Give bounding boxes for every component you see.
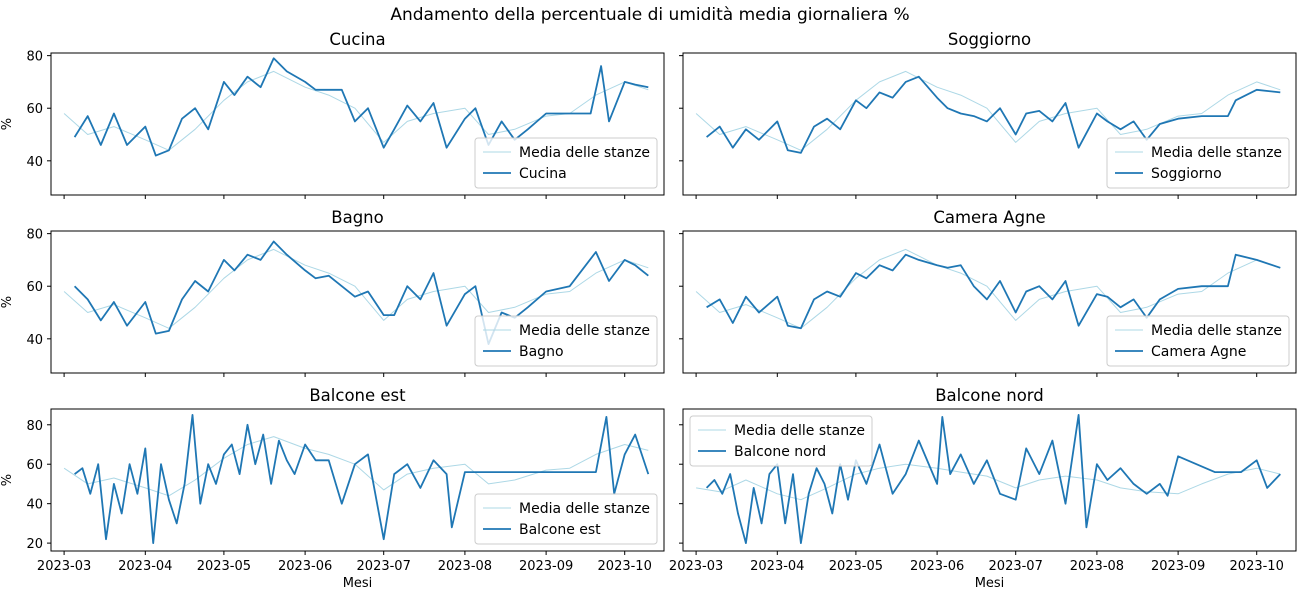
subplot-grid: Cucina 40 60 80% Media delle stanze Cucina Sog… xyxy=(0,30,1297,591)
legend-entry: Media delle stanze xyxy=(519,323,650,339)
x-tick-label: 2023-09 xyxy=(519,559,573,574)
plot-area-frame xyxy=(50,408,665,552)
series-line-media xyxy=(695,248,1281,329)
plot-area-frame xyxy=(50,230,665,374)
legend-box xyxy=(474,493,658,545)
series-line-room xyxy=(73,240,649,346)
plot-area-frame xyxy=(682,230,1297,374)
legend-entry: Cucina xyxy=(519,166,567,182)
y-axis-label: % xyxy=(0,118,15,130)
legend-entry: Soggiorno xyxy=(1151,166,1222,182)
y-axis-label: % xyxy=(0,296,15,308)
y-tick-label: 40 xyxy=(26,155,43,170)
x-tick-label: 2023-08 xyxy=(1070,559,1124,574)
subplot-title: Cucina xyxy=(329,30,385,49)
x-tick-label: 2023-06 xyxy=(278,559,332,574)
legend-entry: Media delle stanze xyxy=(519,501,650,517)
legend-entry: Media delle stanze xyxy=(519,145,650,161)
y-axis-label: % xyxy=(0,474,15,486)
x-tick-label: 2023-06 xyxy=(910,559,964,574)
series-line-room xyxy=(74,413,650,544)
x-tick-label: 2023-03 xyxy=(37,559,91,574)
subplot-title: Soggiorno xyxy=(948,30,1031,49)
plot-area-frame xyxy=(682,408,1297,552)
subplot-4: Balcone est 20 40 60 80 2023-03 2023-04 2023-05… xyxy=(0,386,665,591)
series-line-room xyxy=(73,57,649,157)
legend-box xyxy=(689,415,873,467)
legend: Media delle stanze Balcone nord xyxy=(689,415,873,467)
legend-entry: Bagno xyxy=(519,344,564,360)
series-line-media xyxy=(696,463,1281,501)
legend-box xyxy=(474,315,658,367)
y-tick-label: 80 xyxy=(26,50,43,65)
legend-entry: Media delle stanze xyxy=(734,423,865,439)
x-tick-label: 2023-05 xyxy=(197,559,251,574)
legend-entry: Balcone nord xyxy=(734,444,826,460)
x-axis-label: Mesi xyxy=(975,576,1005,591)
y-tick-label: 60 xyxy=(26,458,43,473)
plot-area-frame xyxy=(50,52,665,196)
legend-box xyxy=(1106,137,1290,189)
y-tick-label: 60 xyxy=(26,280,43,295)
legend: Media delle stanze Cucina xyxy=(474,137,658,189)
series-line-room xyxy=(706,253,1281,330)
series-line-media xyxy=(63,70,649,151)
subplot-title: Balcone est xyxy=(309,386,406,405)
legend: Media delle stanze Soggiorno xyxy=(1106,137,1290,189)
subplot-5: Balcone nord 2023-03 2023-04 2023-05 2023-06… xyxy=(669,386,1297,591)
subplot-title: Balcone nord xyxy=(935,386,1044,405)
legend-entry: Camera Agne xyxy=(1151,344,1246,360)
subplot-1: Soggiorno Media delle stanze Soggiorno xyxy=(679,30,1297,199)
subplot-3: Camera Agne Media delle stanze Camera Agne xyxy=(679,208,1297,377)
legend-box xyxy=(1106,315,1290,367)
series-line-media xyxy=(695,70,1281,151)
x-tick-label: 2023-04 xyxy=(118,559,172,574)
plot-area-frame xyxy=(682,52,1297,196)
series-line-room xyxy=(705,413,1281,544)
legend-entry: Media delle stanze xyxy=(1151,145,1282,161)
legend: Media delle stanze Bagno xyxy=(474,315,658,367)
x-tick-label: 2023-08 xyxy=(438,559,492,574)
subplot-title: Bagno xyxy=(331,208,383,227)
y-tick-label: 40 xyxy=(26,333,43,348)
x-tick-label: 2023-09 xyxy=(1151,559,1205,574)
x-tick-label: 2023-10 xyxy=(598,559,652,574)
subplot-title: Camera Agne xyxy=(933,208,1045,227)
y-tick-label: 80 xyxy=(26,228,43,243)
subplot-2: Bagno 40 60 80% Media delle stanze Bagno xyxy=(0,208,665,377)
y-tick-label: 60 xyxy=(26,102,43,117)
x-tick-label: 2023-04 xyxy=(750,559,804,574)
subplot-0: Cucina 40 60 80% Media delle stanze Cucina xyxy=(0,30,665,199)
x-tick-label: 2023-10 xyxy=(1230,559,1284,574)
series-line-room xyxy=(706,75,1281,154)
legend-box xyxy=(474,137,658,189)
x-tick-label: 2023-07 xyxy=(989,559,1043,574)
y-tick-label: 80 xyxy=(26,419,43,434)
y-tick-label: 20 xyxy=(26,537,43,552)
y-tick-label: 40 xyxy=(26,498,43,513)
legend-entry: Balcone est xyxy=(519,522,601,538)
legend: Media delle stanze Camera Agne xyxy=(1106,315,1290,367)
legend: Media delle stanze Balcone est xyxy=(474,493,658,545)
x-tick-label: 2023-07 xyxy=(357,559,411,574)
x-tick-label: 2023-05 xyxy=(829,559,883,574)
figure-title: Andamento della percentuale di umidità m… xyxy=(390,5,909,25)
series-line-media xyxy=(63,248,649,329)
legend-entry: Media delle stanze xyxy=(1151,323,1282,339)
x-tick-label: 2023-03 xyxy=(669,559,723,574)
x-axis-label: Mesi xyxy=(343,576,373,591)
